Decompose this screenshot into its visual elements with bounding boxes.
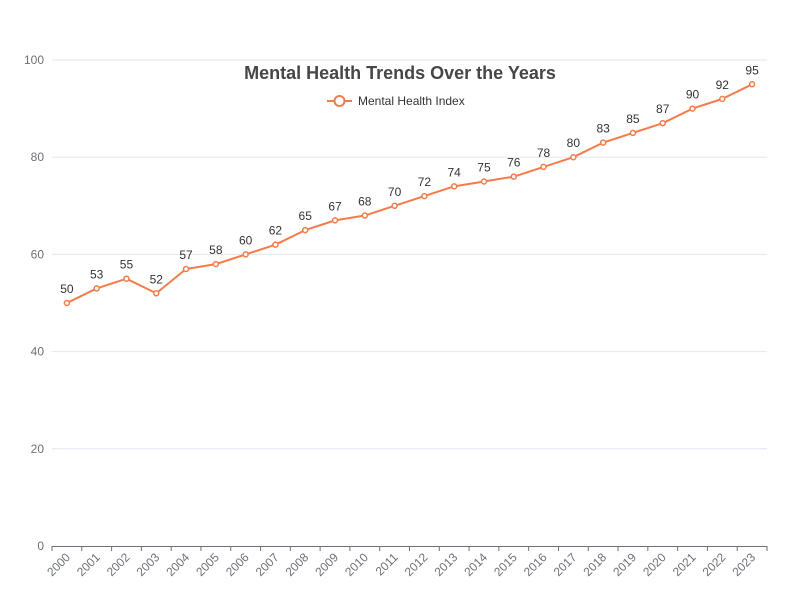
data-label: 62 xyxy=(269,224,283,238)
x-tick-label: 2008 xyxy=(283,550,312,579)
data-label: 85 xyxy=(626,112,640,126)
data-label: 95 xyxy=(745,63,759,77)
data-point[interactable] xyxy=(570,153,577,161)
y-tick-label: 80 xyxy=(31,150,45,164)
y-tick-label: 100 xyxy=(24,53,44,67)
y-tick-label: 20 xyxy=(31,442,45,456)
data-point[interactable] xyxy=(63,299,71,307)
data-point[interactable] xyxy=(510,173,518,180)
series-layer xyxy=(63,81,756,307)
data-label: 87 xyxy=(656,102,670,116)
data-label: 83 xyxy=(596,122,610,136)
data-label: 80 xyxy=(567,136,581,150)
x-tick-label: 2012 xyxy=(402,550,431,579)
data-point[interactable] xyxy=(331,217,339,224)
data-label: 60 xyxy=(239,233,253,247)
data-point[interactable] xyxy=(93,285,100,292)
chart-title: Mental Health Trends Over the Years xyxy=(244,63,556,83)
data-point[interactable] xyxy=(123,275,130,282)
x-tick-label: 2009 xyxy=(312,550,341,579)
data-point[interactable] xyxy=(480,178,488,185)
data-point[interactable] xyxy=(748,81,756,88)
data-point[interactable] xyxy=(212,260,220,268)
data-labels: 50 53 55 52 57 58 60 62 65 67 68 70 72 74 75 76 78 80 83 85… xyxy=(60,63,759,296)
x-tick-label: 2004 xyxy=(163,550,192,579)
data-label: 90 xyxy=(686,88,700,102)
data-label: 78 xyxy=(537,146,551,160)
grid-lines xyxy=(52,59,767,450)
data-label: 70 xyxy=(388,185,402,199)
x-tick-label: 2010 xyxy=(342,550,371,579)
data-point[interactable] xyxy=(391,202,398,210)
x-tick-label: 2002 xyxy=(104,550,133,579)
y-tick-label: 60 xyxy=(31,247,45,261)
data-point[interactable] xyxy=(242,251,249,258)
data-label: 65 xyxy=(299,209,313,223)
x-tick-label: 2021 xyxy=(670,550,699,579)
x-tick-label: 2019 xyxy=(610,550,639,579)
x-tick-label: 2003 xyxy=(134,550,163,579)
data-point[interactable] xyxy=(599,139,607,146)
x-tick-label: 2018 xyxy=(580,550,609,579)
legend-label: Mental Health Index xyxy=(358,94,465,108)
x-tick-label: 2015 xyxy=(491,550,520,579)
series-line xyxy=(66,83,753,304)
data-point[interactable] xyxy=(153,290,160,297)
data-point[interactable] xyxy=(301,226,309,234)
data-label: 57 xyxy=(179,248,193,262)
data-label: 68 xyxy=(358,195,372,209)
data-point[interactable] xyxy=(450,183,458,190)
data-point[interactable] xyxy=(629,129,637,137)
x-tick-label: 2001 xyxy=(74,550,103,579)
data-label: 55 xyxy=(120,258,134,272)
data-point[interactable] xyxy=(272,241,279,248)
x-tick-label: 2017 xyxy=(551,550,580,579)
data-point[interactable] xyxy=(421,192,428,200)
x-tick-label: 2005 xyxy=(193,550,222,579)
x-tick-label: 2022 xyxy=(700,550,729,579)
data-label: 52 xyxy=(150,272,164,286)
data-label: 67 xyxy=(328,199,342,213)
x-tick-label: 2007 xyxy=(253,550,282,579)
x-tick-label: 2014 xyxy=(461,550,490,579)
x-tick-label: 2000 xyxy=(44,550,73,579)
data-point[interactable] xyxy=(361,212,369,219)
data-point[interactable] xyxy=(540,163,547,171)
data-label: 74 xyxy=(448,165,462,179)
x-tick-label: 2016 xyxy=(521,550,550,579)
x-tick-label: 2013 xyxy=(432,550,461,579)
data-label: 72 xyxy=(418,175,432,189)
x-tick-label: 2023 xyxy=(729,550,758,579)
legend[interactable]: Mental Health Index xyxy=(327,94,465,108)
axes: 0 20 40 60 80 100 2000 2001 2002 2003 2004 2005 2006… xyxy=(24,53,768,579)
data-point[interactable] xyxy=(689,105,696,112)
data-label: 92 xyxy=(716,78,730,92)
x-tick-label: 2020 xyxy=(640,550,669,579)
x-tick-label: 2006 xyxy=(223,550,252,579)
data-point[interactable] xyxy=(182,265,190,273)
data-label: 58 xyxy=(209,243,223,257)
data-label: 76 xyxy=(507,156,521,170)
legend-marker-icon xyxy=(333,95,346,107)
data-label: 50 xyxy=(60,282,74,296)
y-tick-label: 0 xyxy=(37,539,44,553)
x-tick-label: 2011 xyxy=(373,550,401,578)
data-label: 75 xyxy=(477,161,491,175)
data-point[interactable] xyxy=(659,119,666,127)
data-point[interactable] xyxy=(719,95,726,103)
data-label: 53 xyxy=(90,267,104,281)
y-tick-label: 40 xyxy=(31,345,45,359)
